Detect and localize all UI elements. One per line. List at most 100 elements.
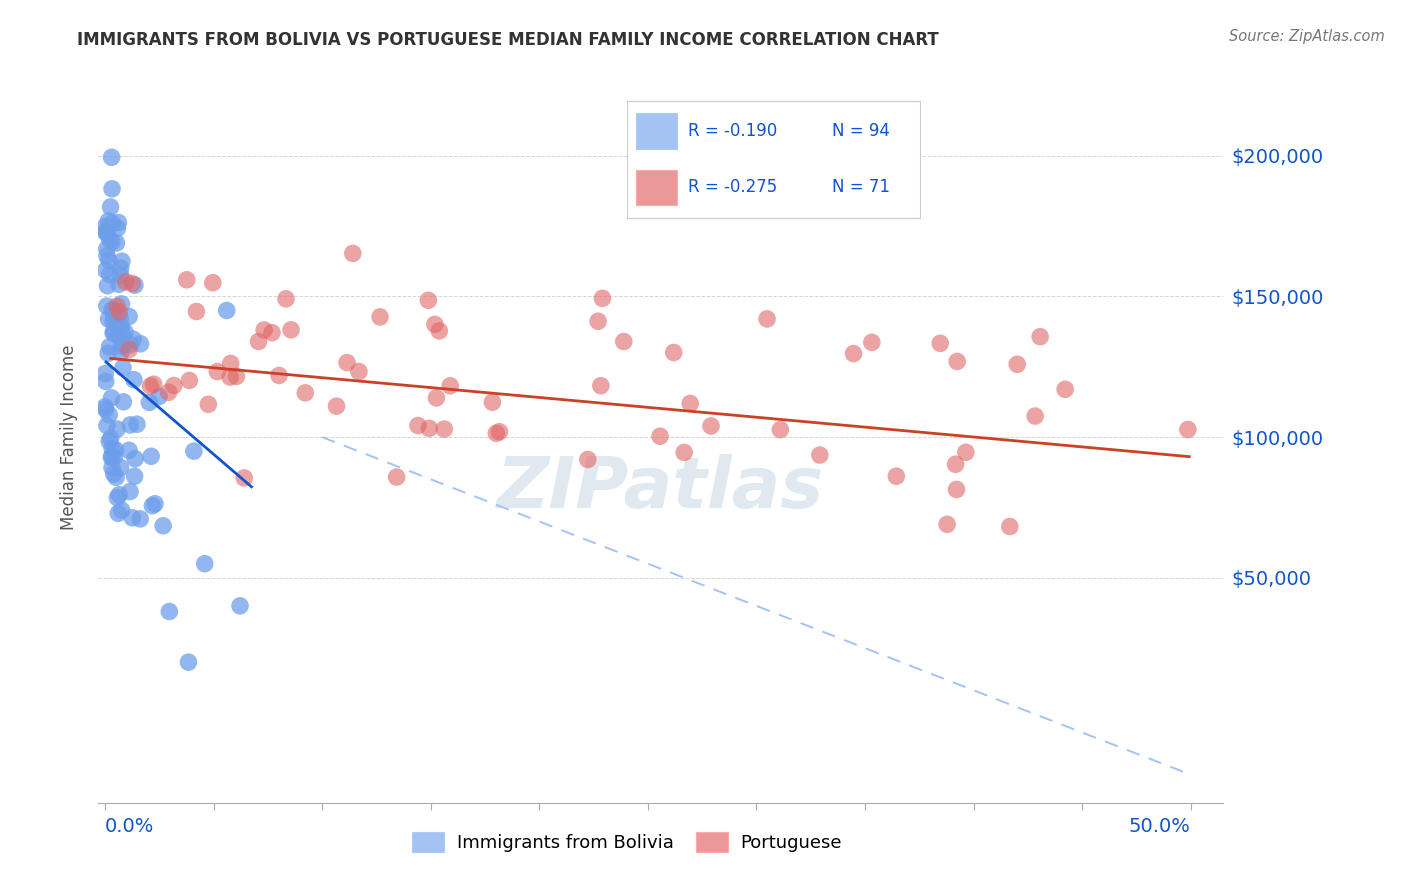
Point xyxy=(143,497,166,511)
Point xyxy=(267,368,290,383)
Point xyxy=(219,370,242,384)
Point xyxy=(114,275,136,289)
Point xyxy=(274,292,297,306)
Point xyxy=(103,326,125,340)
Point xyxy=(118,310,141,324)
Point xyxy=(98,434,121,449)
Point xyxy=(423,318,446,332)
Point xyxy=(207,365,229,379)
Point xyxy=(120,417,142,432)
Point xyxy=(118,484,141,499)
Point xyxy=(613,334,636,349)
Point xyxy=(108,277,131,292)
Point xyxy=(96,249,118,263)
Point xyxy=(1007,357,1029,371)
Point xyxy=(176,273,198,287)
Point xyxy=(100,150,122,164)
Point xyxy=(98,253,121,268)
Point xyxy=(294,385,316,400)
Point xyxy=(105,235,128,250)
Point xyxy=(98,233,121,247)
Point xyxy=(111,503,134,517)
Point xyxy=(105,491,128,505)
Point xyxy=(427,324,450,338)
Point xyxy=(103,303,125,318)
Point xyxy=(233,471,256,485)
Point xyxy=(107,215,129,229)
Point xyxy=(105,470,128,484)
Point xyxy=(129,336,152,351)
Point xyxy=(124,451,146,466)
Point xyxy=(98,408,121,422)
Point xyxy=(121,510,143,524)
Point xyxy=(576,452,599,467)
Point xyxy=(129,512,152,526)
Point xyxy=(385,470,408,484)
Point xyxy=(101,235,124,249)
Point xyxy=(98,268,121,282)
Point xyxy=(101,315,124,329)
Point xyxy=(368,310,391,324)
Point xyxy=(418,421,440,435)
Point xyxy=(108,310,131,325)
Point xyxy=(103,467,125,481)
Point xyxy=(945,457,967,471)
Point xyxy=(1054,382,1077,396)
Point xyxy=(177,655,200,669)
Point xyxy=(769,423,792,437)
Text: Source: ZipAtlas.com: Source: ZipAtlas.com xyxy=(1229,29,1385,44)
Point xyxy=(425,391,447,405)
Point xyxy=(110,268,132,283)
Point xyxy=(589,378,612,392)
Point xyxy=(94,263,117,277)
Point xyxy=(103,309,125,323)
Point xyxy=(998,519,1021,533)
Point xyxy=(110,339,132,353)
Point xyxy=(1029,329,1052,343)
Point xyxy=(114,325,136,339)
Point xyxy=(107,221,129,235)
Point xyxy=(418,293,440,308)
Point xyxy=(280,323,302,337)
Point xyxy=(118,343,141,357)
Point xyxy=(260,326,283,340)
Point xyxy=(1177,423,1199,437)
Point xyxy=(112,338,135,352)
Point xyxy=(94,226,117,240)
Point xyxy=(679,396,702,410)
Point xyxy=(96,242,118,256)
Point xyxy=(97,312,120,326)
Point xyxy=(488,425,510,439)
Point xyxy=(201,276,224,290)
Point xyxy=(101,216,124,230)
Point xyxy=(110,297,132,311)
Point xyxy=(94,219,117,234)
Point xyxy=(253,323,276,337)
Point xyxy=(96,227,118,241)
Point xyxy=(1024,409,1046,423)
Point xyxy=(97,346,120,360)
Point xyxy=(673,445,696,459)
Point xyxy=(936,517,959,532)
Point xyxy=(157,385,180,400)
Point xyxy=(94,367,117,381)
Point xyxy=(101,449,124,463)
Point xyxy=(121,277,143,291)
Point xyxy=(347,364,370,378)
Point xyxy=(101,460,124,475)
Point xyxy=(94,402,117,417)
Point xyxy=(700,419,723,434)
Point xyxy=(112,394,135,409)
Point xyxy=(96,299,118,313)
Point xyxy=(215,303,238,318)
Point xyxy=(157,605,180,619)
Point xyxy=(139,379,162,393)
Point xyxy=(325,399,347,413)
Point xyxy=(219,356,242,370)
Point xyxy=(485,426,508,441)
Point xyxy=(955,445,977,459)
Point xyxy=(163,378,186,392)
Point xyxy=(104,442,127,457)
Text: 50.0%: 50.0% xyxy=(1129,817,1191,836)
Point xyxy=(107,328,129,343)
